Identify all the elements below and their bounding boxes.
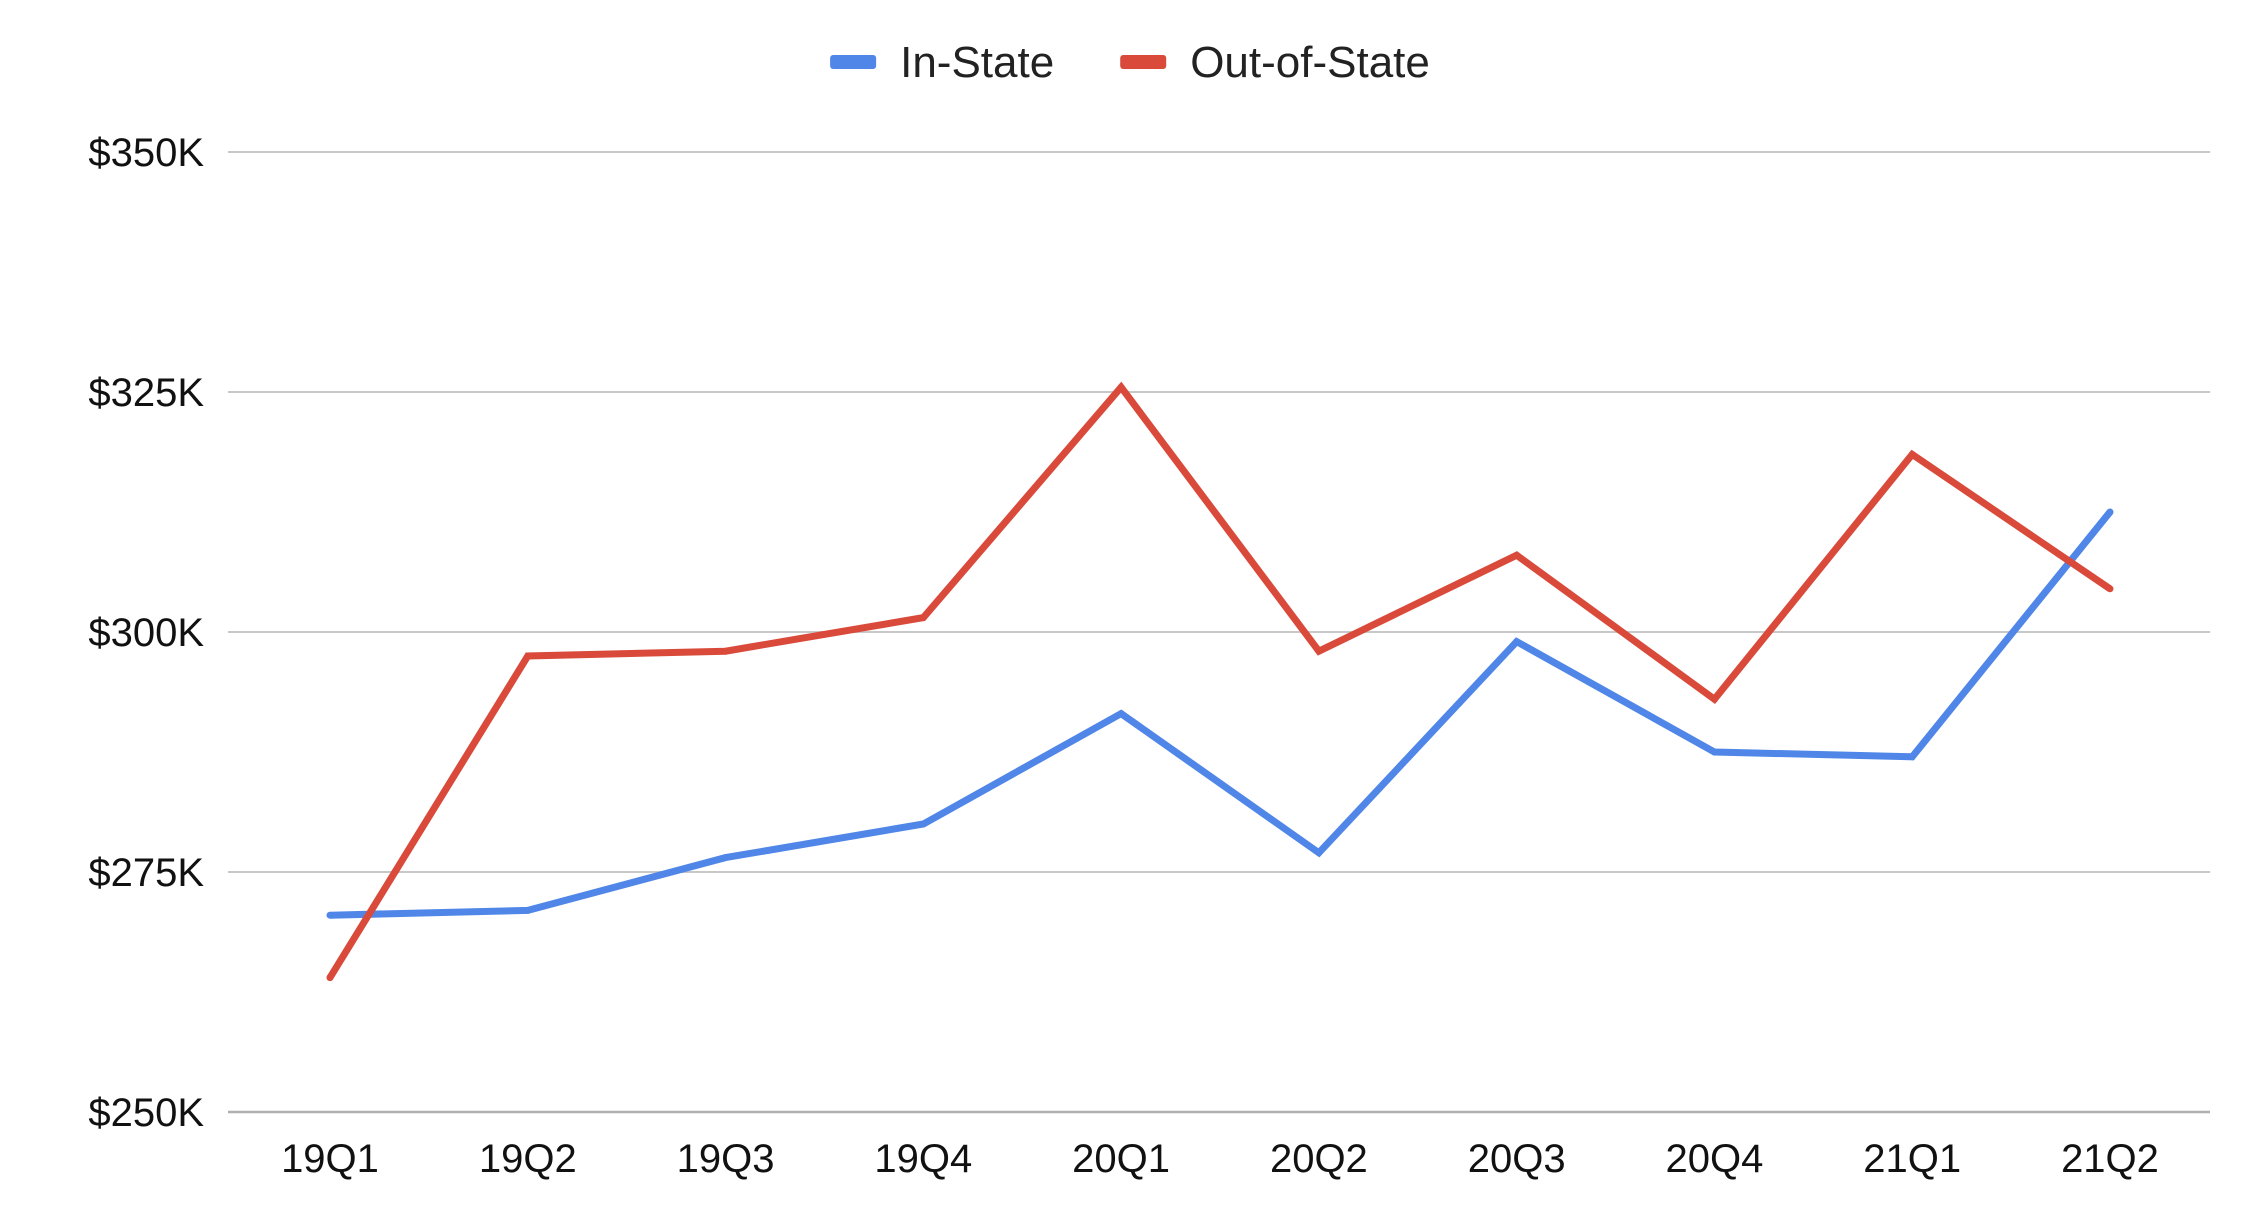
data-point xyxy=(1117,383,1125,391)
data-point xyxy=(2106,508,2114,516)
legend-label: In-State xyxy=(900,38,1054,87)
legend-swatch xyxy=(1120,55,1167,69)
data-point xyxy=(919,614,927,622)
legend-swatch xyxy=(830,55,877,69)
data-point xyxy=(1315,647,1323,655)
x-tick-label: 20Q2 xyxy=(1270,1137,1368,1181)
y-tick-label: $250K xyxy=(88,1091,204,1135)
x-tick-label: 19Q2 xyxy=(479,1137,577,1181)
data-point xyxy=(524,906,532,914)
series-in-state xyxy=(326,508,2114,919)
x-tick-label: 19Q3 xyxy=(677,1137,775,1181)
chart-legend: In-State Out-of-State xyxy=(830,38,1430,87)
data-point xyxy=(524,652,532,660)
legend-item: In-State xyxy=(830,38,1054,87)
x-axis: 19Q1 19Q2 19Q3 19Q4 20Q1 20Q2 20Q3 20Q4 21Q1 21Q2 xyxy=(281,1137,2159,1181)
y-tick-label: $350K xyxy=(88,131,204,175)
legend-item: Out-of-State xyxy=(1120,38,1430,87)
data-point xyxy=(1908,753,1916,761)
x-tick-label: 21Q2 xyxy=(2061,1137,2159,1181)
data-point xyxy=(2106,585,2114,593)
data-point xyxy=(1710,695,1718,703)
data-point xyxy=(722,647,730,655)
y-tick-label: $300K xyxy=(88,611,204,655)
series-line xyxy=(329,509,2113,919)
x-tick-label: 20Q3 xyxy=(1468,1137,1566,1181)
data-point xyxy=(1908,450,1916,458)
chart-series xyxy=(326,381,2114,982)
series-line xyxy=(327,381,2112,980)
data-point xyxy=(1117,710,1125,718)
x-tick-label: 19Q4 xyxy=(874,1137,972,1181)
legend-label: Out-of-State xyxy=(1190,38,1430,87)
data-point xyxy=(1513,551,1521,559)
series-out-of-state xyxy=(326,381,2114,982)
x-tick-label: 19Q1 xyxy=(281,1137,379,1181)
y-tick-label: $325K xyxy=(88,371,204,415)
x-tick-label: 20Q4 xyxy=(1666,1137,1764,1181)
data-point xyxy=(326,911,334,919)
data-point xyxy=(722,854,730,862)
data-point xyxy=(1710,748,1718,756)
y-tick-label: $275K xyxy=(88,851,204,895)
data-point xyxy=(326,974,334,982)
x-tick-label: 21Q1 xyxy=(1863,1137,1961,1181)
data-point xyxy=(919,820,927,828)
data-point xyxy=(1315,849,1323,857)
data-point xyxy=(1513,638,1521,646)
y-axis: $250K $275K $300K $325K $350K xyxy=(88,131,204,1135)
x-tick-label: 20Q1 xyxy=(1072,1137,1170,1181)
chart-gridlines xyxy=(228,151,2210,1114)
